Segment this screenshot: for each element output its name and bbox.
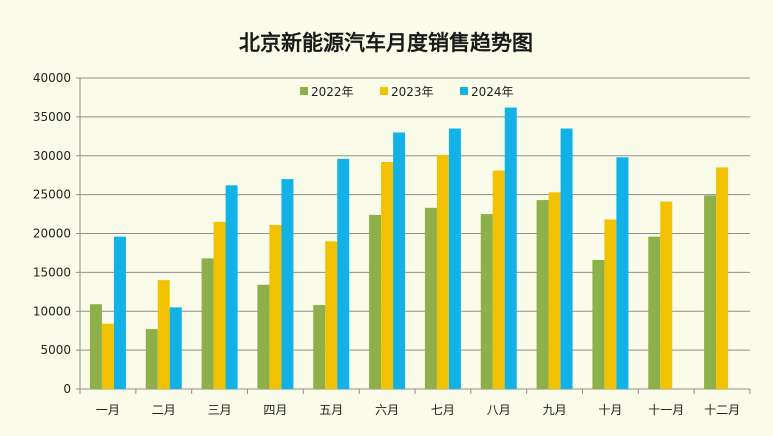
x-tick-label: 二月 <box>152 403 176 417</box>
y-tick-label: 30000 <box>33 149 71 163</box>
y-tick-label: 5000 <box>40 343 71 357</box>
bar-2023年-十月 <box>604 219 617 389</box>
bar-2022年-三月 <box>201 258 214 389</box>
bar-2023年-六月 <box>381 161 394 389</box>
bar-2022年-九月 <box>536 200 549 389</box>
bar-2023年-五月 <box>325 241 338 389</box>
y-tick-label: 20000 <box>33 227 71 241</box>
bar-2024年-一月 <box>113 236 126 389</box>
bar-2024年-六月 <box>393 132 406 390</box>
x-tick-label: 十一月 <box>648 403 684 417</box>
bar-2022年-十二月 <box>704 195 717 389</box>
x-tick-label: 一月 <box>96 403 120 417</box>
y-tick-label: 35000 <box>33 110 71 124</box>
bar-2022年-五月 <box>313 305 326 389</box>
bar-2024年-九月 <box>560 128 573 389</box>
gridlines <box>80 77 750 351</box>
y-tick-label: 0 <box>63 382 71 396</box>
legend-swatch <box>380 87 388 95</box>
bar-2023年-二月 <box>157 280 170 389</box>
y-tick-label: 15000 <box>33 265 71 279</box>
bar-2024年-三月 <box>225 185 238 389</box>
bar-2024年-八月 <box>504 107 517 390</box>
x-tick-label: 十二月 <box>704 403 740 417</box>
x-tick-label: 八月 <box>487 403 511 417</box>
legend-label: 2023年 <box>391 85 434 99</box>
legend: 2022年 2023年 2024年 <box>300 85 514 99</box>
bar-2023年-七月 <box>436 154 449 389</box>
bar-2023年-九月 <box>548 192 561 389</box>
bar-2022年-六月 <box>369 214 382 389</box>
x-tick-label: 五月 <box>319 403 343 417</box>
x-tick-label: 七月 <box>431 403 455 417</box>
bar-2022年-十一月 <box>648 236 661 389</box>
bar-2023年-一月 <box>101 323 114 389</box>
bar-2022年-四月 <box>257 284 270 389</box>
bar-2024年-五月 <box>337 158 350 389</box>
bar-2023年-四月 <box>269 224 282 389</box>
legend-label: 2024年 <box>471 85 514 99</box>
y-tick-label: 10000 <box>33 304 71 318</box>
legend-swatch <box>460 87 468 95</box>
bars <box>89 107 729 390</box>
bar-2023年-十二月 <box>716 167 729 389</box>
bar-2024年-四月 <box>281 179 294 389</box>
x-tick-label: 三月 <box>208 403 232 417</box>
bar-2022年-八月 <box>480 214 493 389</box>
x-tick-label: 九月 <box>543 403 567 417</box>
bar-2022年-十月 <box>592 259 605 389</box>
bar-2024年-二月 <box>169 307 182 389</box>
legend-swatch <box>300 87 308 95</box>
bar-2023年-八月 <box>492 170 505 389</box>
bar-2023年-十一月 <box>660 201 673 389</box>
x-tick-label: 四月 <box>263 403 287 417</box>
bar-2022年-二月 <box>145 329 158 389</box>
x-tick-label: 六月 <box>375 403 399 417</box>
bar-2022年-七月 <box>424 207 437 389</box>
y-tick-label: 40000 <box>33 71 71 85</box>
bar-2023年-三月 <box>213 221 226 389</box>
chart-title: 北京新能源汽车月度销售趋势图 <box>239 31 533 55</box>
bar-2024年-七月 <box>448 128 461 389</box>
bar-2022年-一月 <box>89 304 102 389</box>
y-tick-label: 25000 <box>33 188 71 202</box>
axes: 0 5000 10000 15000 20000 25000 30000 35000 40000… <box>33 71 751 417</box>
legend-label: 2022年 <box>311 85 354 99</box>
bar-2024年-十月 <box>616 157 629 389</box>
x-tick-label: 十月 <box>598 403 622 417</box>
